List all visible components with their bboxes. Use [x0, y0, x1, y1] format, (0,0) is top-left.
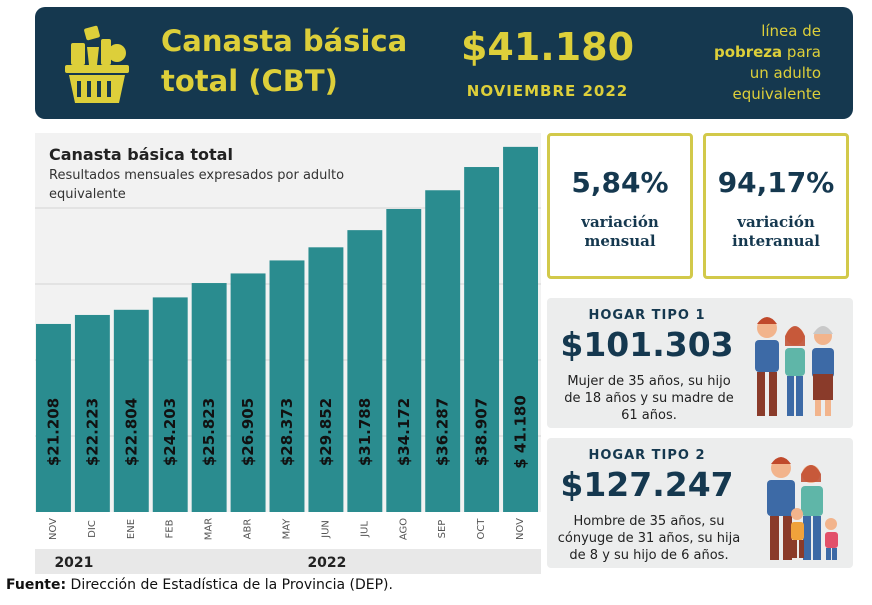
- family-icon: [767, 457, 838, 560]
- kpi-value: 94,17%: [717, 166, 835, 199]
- household-amount: $127.247: [560, 465, 734, 504]
- bar-value-label: $22.223: [83, 398, 101, 466]
- household-description: Mujer de 35 años, su hijo de 18 años y su…: [564, 374, 734, 423]
- bar: [425, 190, 461, 513]
- shopping-basket-icon: [65, 25, 129, 103]
- bar: [386, 209, 422, 512]
- kpi-value: 5,84%: [571, 166, 669, 199]
- household-type: HOGAR TIPO 1: [588, 308, 706, 323]
- bar-value-label: $24.203: [161, 398, 179, 466]
- bar: [74, 314, 110, 512]
- x-tick-label: DIC: [87, 520, 98, 538]
- bar-value-label: $28.373: [278, 398, 296, 466]
- bar-value-label: $36.287: [434, 398, 452, 466]
- bar-value-label: $34.172: [395, 398, 413, 466]
- bar: [347, 230, 383, 512]
- bar-value-label: $25.823: [200, 398, 218, 466]
- household-card-type2: HOGAR TIPO 2 $127.247 Hombre de 35 años,…: [547, 438, 853, 568]
- household-type: HOGAR TIPO 2: [588, 448, 706, 463]
- cbt-month: NOVIEMBRE 2022: [466, 82, 629, 100]
- kpi-label: variación mensual: [581, 213, 659, 250]
- x-tick-label: MAY: [282, 518, 293, 540]
- header-banner: Canasta básica total (CBT) $41.180 NOVIE…: [35, 7, 853, 119]
- x-tick-label: ABR: [243, 519, 254, 540]
- bar: [269, 260, 305, 512]
- bar-value-label: $26.905: [239, 398, 257, 466]
- bar: [191, 283, 227, 512]
- chart-title: Canasta básica total: [49, 145, 233, 164]
- bar-value-label: $29.852: [317, 398, 335, 466]
- bar-value-label: $ 41.180: [512, 395, 530, 469]
- bar-value-label: $21.208: [44, 398, 62, 466]
- bar-value-label: $31.788: [356, 398, 374, 466]
- source-note: Fuente: Dirección de Estadística de la P…: [6, 577, 393, 593]
- bar-value-label: $38.907: [473, 398, 491, 466]
- x-tick-label: NOV: [48, 518, 59, 540]
- x-tick-label: JUL: [359, 521, 370, 538]
- kpi-label: variación interanual: [732, 213, 820, 250]
- page-title: Canasta básica total (CBT): [161, 24, 408, 98]
- bar: [464, 167, 500, 512]
- poverty-line-note: línea de pobreza para un adulto equivale…: [713, 22, 821, 103]
- cbt-price: $41.180: [460, 25, 635, 69]
- kpi-annual-variation: 94,17% variación interanual: [703, 133, 849, 279]
- bar: [503, 146, 538, 512]
- household-card-type1: HOGAR TIPO 1 $101.303 Mujer de 35 años, …: [547, 298, 853, 428]
- x-tick-label: FEB: [165, 519, 176, 538]
- year-band: [35, 549, 541, 574]
- bar: [308, 247, 344, 513]
- household-amount: $101.303: [560, 325, 734, 364]
- kpi-monthly-variation: 5,84% variación mensual: [547, 133, 693, 279]
- x-tick-label: NOV: [515, 518, 526, 540]
- x-tick-label: JUN: [320, 520, 331, 539]
- x-tick-label: MAR: [204, 518, 215, 540]
- bar: [152, 297, 188, 512]
- x-tick-label: SEP: [437, 520, 448, 539]
- bar: [113, 309, 149, 512]
- family-icon: [755, 317, 834, 416]
- year-label: 2021: [54, 555, 93, 571]
- year-label: 2022: [307, 555, 346, 571]
- x-tick-label: OCT: [476, 518, 487, 540]
- bar: [230, 273, 266, 512]
- bar: [36, 323, 71, 512]
- household-description: Hombre de 35 años, su cónyuge de 31 años,…: [557, 514, 741, 563]
- bar-value-label: $22.804: [122, 398, 140, 466]
- chart-subtitle: Resultados mensuales expresados por adul…: [49, 168, 345, 202]
- x-tick-label: ENE: [126, 519, 137, 539]
- x-tick-label: AGO: [398, 518, 409, 540]
